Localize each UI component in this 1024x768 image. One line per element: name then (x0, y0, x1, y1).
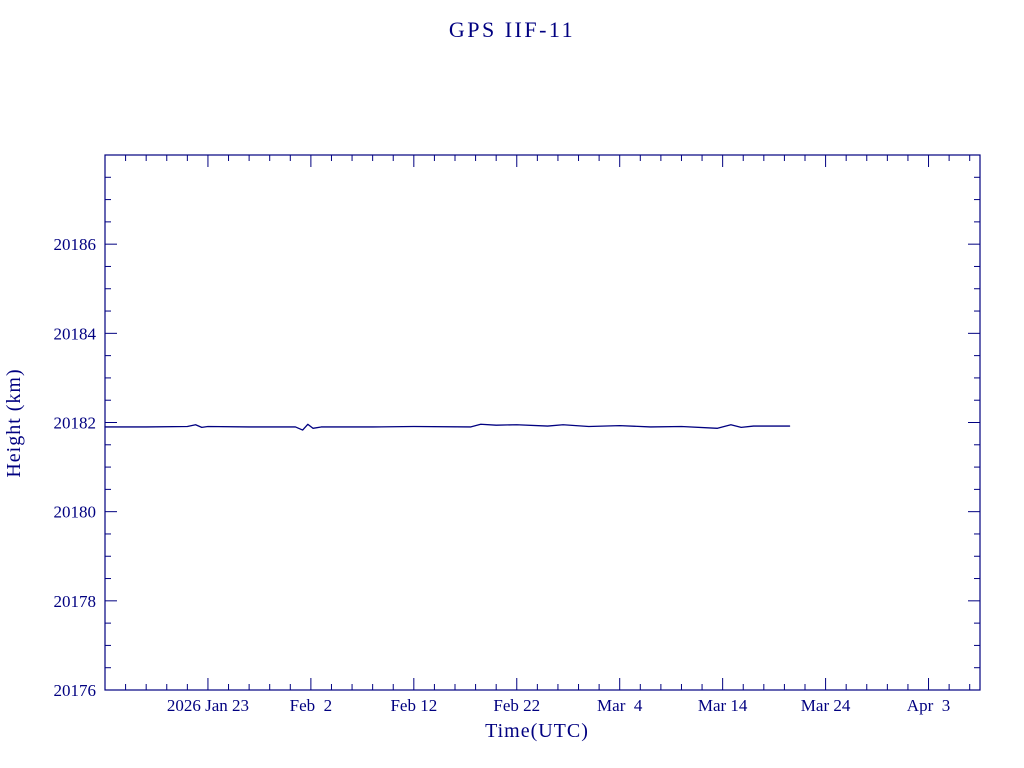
chart-title: GPS IIF-11 (449, 17, 575, 42)
x-tick-label: Mar 4 (597, 696, 643, 715)
y-tick-label: 20182 (54, 414, 97, 433)
x-tick-label: Feb 22 (493, 696, 540, 715)
axis-tick-labels: 2026 Jan 23 Feb 2 Feb 12 Feb 22 Mar 4 Mar 14 M… (54, 235, 951, 715)
y-tick-label: 20178 (54, 592, 97, 611)
x-axis-label: Time(UTC) (485, 720, 589, 742)
height-line (104, 423, 791, 431)
y-tick-label: 20176 (54, 681, 97, 700)
plot-frame (104, 154, 981, 691)
x-tick-label: Feb 12 (390, 696, 437, 715)
y-tick-label: 20180 (54, 503, 97, 522)
data-series (104, 423, 791, 431)
x-tick-label: Mar 24 (801, 696, 851, 715)
x-tick-label: Feb 2 (290, 696, 333, 715)
plot-border (104, 154, 981, 691)
y-axis-label: Height (km) (3, 368, 25, 477)
axis-ticks (105, 155, 980, 691)
x-tick-label: Mar 14 (698, 696, 748, 715)
y-tick-label: 20184 (54, 324, 97, 343)
y-tick-label: 20186 (54, 235, 97, 254)
x-tick-label: 2026 Jan 23 (167, 696, 249, 715)
x-tick-label: Apr 3 (907, 696, 950, 715)
